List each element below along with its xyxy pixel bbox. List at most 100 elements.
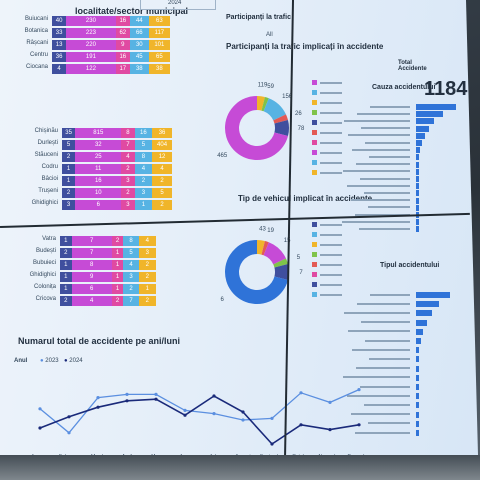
horizontal-bar[interactable]	[416, 204, 419, 211]
horizontal-bar[interactable]	[416, 328, 424, 335]
horizontal-bar[interactable]	[416, 219, 419, 226]
horizontal-bar[interactable]	[416, 147, 420, 154]
horizontal-bar[interactable]	[416, 132, 425, 139]
participanti-filter[interactable]: All	[266, 32, 273, 38]
data-point[interactable]	[241, 418, 245, 422]
horizontal-bar[interactable]	[416, 168, 419, 175]
data-point[interactable]	[38, 426, 42, 430]
horizontal-bar[interactable]	[416, 310, 432, 317]
data-point[interactable]	[67, 415, 71, 419]
stacked-bar[interactable]: 1 16 3 2 2	[62, 176, 172, 186]
data-point[interactable]	[96, 396, 100, 400]
data-point[interactable]	[328, 428, 332, 432]
stacked-bar[interactable]: 1 11 2 4 4	[62, 164, 172, 174]
bar-segment: 2	[138, 260, 156, 270]
bar-segment: 12	[152, 152, 172, 162]
data-point[interactable]	[154, 392, 158, 396]
stacked-bar[interactable]: 35 815 8 16 36	[62, 128, 172, 138]
donut-slice[interactable]	[257, 96, 265, 111]
data-point[interactable]	[357, 423, 361, 427]
stacked-bar[interactable]: 2 10 2 3 5	[62, 188, 172, 198]
horizontal-bar[interactable]	[416, 347, 420, 354]
horizontal-bar[interactable]	[416, 338, 421, 344]
stacked-bar[interactable]: 36 191 16 45 65	[52, 52, 170, 62]
data-point[interactable]	[270, 416, 274, 420]
horizontal-bar[interactable]	[416, 111, 444, 118]
horizontal-bar[interactable]	[416, 197, 419, 204]
horizontal-bar[interactable]	[416, 374, 419, 381]
donut-slice[interactable]	[261, 241, 269, 256]
donut-slice[interactable]	[261, 97, 269, 112]
horizontal-bar[interactable]	[416, 411, 419, 418]
data-point[interactable]	[183, 408, 187, 412]
horizontal-bar[interactable]	[416, 402, 419, 409]
data-point[interactable]	[212, 394, 216, 398]
horizontal-bar[interactable]	[416, 183, 419, 190]
stacked-bar[interactable]: 13 220 9 30 101	[52, 40, 170, 50]
stacked-bar[interactable]: 40 230 16 44 63	[52, 16, 170, 26]
legend-swatch	[312, 242, 342, 248]
horizontal-bar[interactable]	[416, 301, 440, 308]
data-point[interactable]	[125, 392, 129, 396]
horizontal-bar[interactable]	[416, 319, 427, 326]
data-point[interactable]	[357, 388, 361, 392]
donut-slice[interactable]	[273, 114, 288, 124]
data-point[interactable]	[328, 400, 332, 404]
data-point[interactable]	[299, 423, 303, 427]
donut-slice[interactable]	[274, 120, 289, 136]
data-point[interactable]	[270, 442, 274, 446]
data-point[interactable]	[96, 405, 100, 409]
horizontal-bar[interactable]	[416, 176, 419, 182]
horizontal-bar[interactable]	[416, 118, 435, 125]
horizontal-bar[interactable]	[416, 430, 419, 436]
horizontal-bar[interactable]	[416, 420, 419, 427]
bar-segment: 2	[138, 296, 156, 306]
total-value: 1184	[424, 78, 468, 100]
donut-slice[interactable]	[263, 98, 286, 121]
donut-slice[interactable]	[273, 258, 288, 268]
stacked-bar[interactable]: 5 32 7 5 404	[62, 140, 172, 150]
data-point[interactable]	[183, 413, 187, 417]
horizontal-bar[interactable]	[416, 140, 422, 146]
data-point[interactable]	[299, 391, 303, 395]
data-point[interactable]	[212, 412, 216, 416]
stacked-bar[interactable]: 4 122 17 38 38	[52, 64, 170, 74]
data-point[interactable]	[67, 431, 71, 435]
horizontal-bar[interactable]	[416, 384, 419, 390]
stacked-bar[interactable]: 33 223 62 66 117	[52, 28, 170, 38]
bar-segment: 10	[75, 188, 122, 198]
horizontal-bar[interactable]	[416, 292, 450, 298]
data-point[interactable]	[154, 397, 158, 401]
donut-slice[interactable]	[225, 240, 288, 304]
horizontal-bar[interactable]	[416, 104, 456, 110]
donut-slice[interactable]	[274, 264, 289, 280]
stacked-bar[interactable]: 2 25 4 8 12	[62, 152, 172, 162]
donut-slice[interactable]	[263, 242, 286, 265]
year-filter-box[interactable]	[140, 0, 216, 10]
data-point[interactable]	[241, 410, 245, 414]
horizontal-bar[interactable]	[416, 154, 419, 161]
data-point[interactable]	[38, 407, 42, 411]
bar-segment: 1	[111, 284, 124, 294]
horizontal-bar[interactable]	[416, 365, 419, 372]
horizontal-bar[interactable]	[416, 161, 419, 168]
donut-slice[interactable]	[225, 96, 288, 160]
category-label	[330, 329, 410, 335]
donut-slice[interactable]	[257, 240, 265, 255]
horizontal-bar[interactable]	[416, 356, 419, 363]
horizontal-bar[interactable]	[416, 190, 419, 197]
horizontal-bar[interactable]	[416, 125, 429, 132]
year-filter[interactable]: 2024	[168, 0, 182, 6]
horizontal-bar[interactable]	[416, 226, 419, 233]
row-label: Chișinău	[34, 128, 58, 134]
bar-segment: 4	[52, 64, 67, 74]
data-point[interactable]	[125, 399, 129, 403]
horizontal-bar[interactable]	[416, 393, 419, 400]
